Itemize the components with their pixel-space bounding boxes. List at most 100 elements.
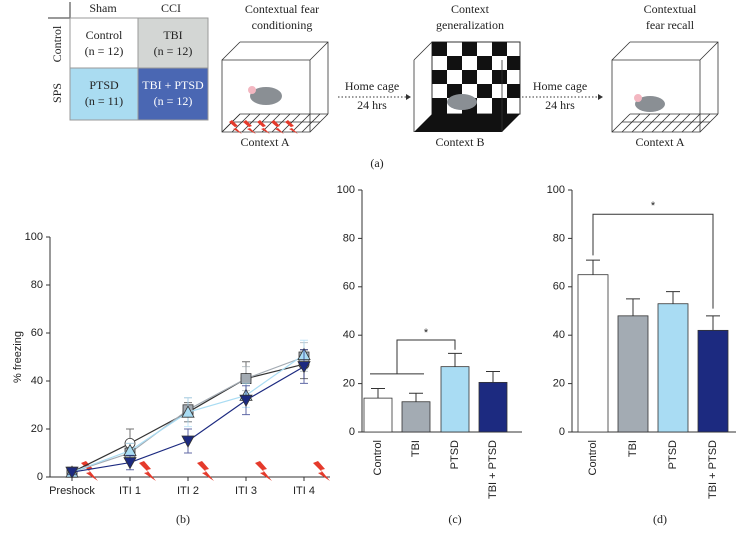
error-bar (586, 259, 600, 275)
arrow-head (406, 94, 411, 100)
stage-title: Context (451, 2, 490, 16)
caption: (a) (370, 156, 383, 170)
y-axis-label: % freezing (12, 331, 24, 383)
y-tick-label: 0 (37, 471, 43, 483)
y-tick-label: 60 (343, 281, 355, 293)
mouse-ear (248, 86, 256, 94)
error-bar (486, 371, 500, 383)
cell (69, 17, 139, 69)
cell-count: (n = 12) (154, 44, 193, 58)
y-tick-label: 80 (553, 232, 565, 244)
floor (414, 114, 520, 132)
y-tick-label: 100 (337, 184, 355, 196)
cell-label: PTSD (89, 78, 119, 92)
y-tick-label: 20 (343, 378, 355, 390)
cell-label: Control (86, 28, 123, 42)
y-tick-label: 20 (553, 378, 565, 390)
shock-icon (139, 461, 156, 481)
cell-count: (n = 11) (85, 94, 123, 108)
shocks (229, 120, 298, 134)
bar (478, 381, 508, 433)
x-tick-label: PTSD (667, 440, 679, 469)
x-tick-label: ITI 2 (177, 485, 199, 497)
x-tick-label: TBI (410, 440, 422, 457)
cell (69, 67, 139, 121)
transition-label: Home cage (533, 79, 587, 93)
context-label: Context A (635, 135, 684, 149)
bar (440, 366, 470, 433)
cell-count: (n = 12) (154, 94, 193, 108)
x-tick-label: ITI 4 (293, 485, 315, 497)
x-tick-label: Control (372, 440, 384, 475)
column-header: CCI (161, 1, 181, 15)
y-tick-label: 100 (25, 231, 43, 243)
cell (137, 17, 209, 69)
mouse (250, 87, 282, 105)
y-tick-label: 100 (547, 184, 565, 196)
stage-2: Context generalization Context B (413, 2, 521, 149)
x-tick-label: TBI + PTSD (707, 440, 719, 499)
bar (577, 274, 609, 433)
marker (239, 394, 253, 408)
y-tick-label: 80 (31, 279, 43, 291)
cell-label: TBI (163, 28, 182, 42)
x-tick-label: Preshock (49, 485, 95, 497)
marker (181, 405, 195, 418)
significance-label: * (651, 200, 656, 212)
stage-title: fear recall (646, 18, 695, 32)
x-tick-label: TBI + PTSD (487, 440, 499, 499)
bar (401, 401, 431, 433)
cell (137, 67, 209, 121)
y-tick-label: 0 (349, 426, 355, 438)
x-tick-label: ITI 3 (235, 485, 257, 497)
row-header: Control (50, 25, 64, 62)
error-bar (626, 298, 640, 316)
stage-title: Contextual fear (245, 2, 319, 16)
bar (697, 329, 729, 433)
y-tick-label: 60 (553, 281, 565, 293)
marker (123, 457, 137, 470)
y-tick-label: 80 (343, 232, 355, 244)
caption: (c) (448, 512, 461, 526)
x-tick-label: ITI 1 (119, 485, 141, 497)
significance-bracket (370, 339, 456, 375)
transition-duration: 24 hrs (545, 98, 575, 112)
marker (240, 373, 252, 385)
shock-icon (313, 461, 330, 481)
shock-icon (197, 461, 214, 481)
context-label: Context A (240, 135, 289, 149)
row-header: SPS (50, 83, 64, 103)
caption: (b) (176, 512, 190, 526)
error-bar (371, 387, 385, 399)
error-bar (706, 315, 720, 331)
mouse (447, 94, 477, 110)
significance-bracket (592, 213, 714, 309)
box (611, 41, 719, 133)
stage-title: conditioning (252, 18, 313, 32)
marker (297, 361, 311, 374)
group-table: Sham CCI Control SPS Control (n = 12) TB… (48, 1, 209, 121)
mouse-ear (634, 94, 642, 102)
error-bar (666, 291, 680, 304)
context-label: Context B (435, 135, 484, 149)
y-tick-label: 40 (343, 329, 355, 341)
transitions: Home cage 24 hrs Home cage 24 hrs (338, 79, 603, 112)
significance-label: * (424, 327, 429, 339)
marker (181, 435, 195, 448)
cell-count: (n = 12) (85, 44, 124, 58)
y-tick-label: 40 (31, 375, 43, 387)
bar (657, 303, 689, 433)
column-header: Sham (89, 1, 117, 15)
y-tick-label: 0 (559, 426, 565, 438)
marker (65, 466, 79, 480)
transition-label: Home cage (345, 79, 399, 93)
arrow-head (598, 94, 603, 100)
caption: (d) (653, 512, 667, 526)
cell-label: TBI + PTSD (142, 78, 204, 92)
floor-grid (621, 113, 718, 133)
bar (363, 397, 393, 433)
stage-1: Contextual fear conditioning Context A (221, 2, 329, 149)
x-tick-label: TBI (627, 440, 639, 457)
error-bar (448, 352, 462, 367)
